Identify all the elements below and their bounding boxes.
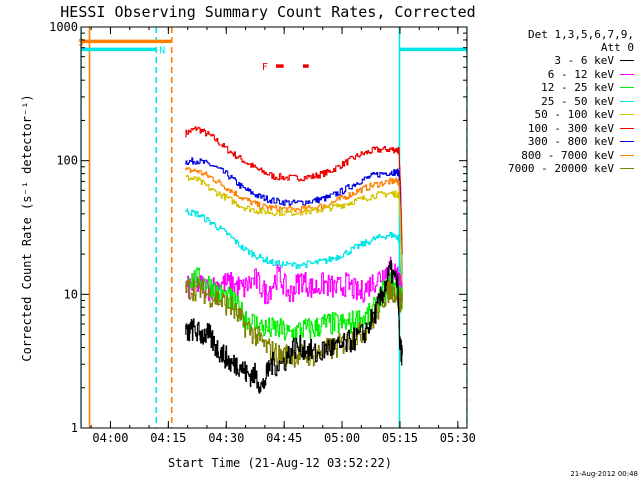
- series-line: [185, 126, 403, 255]
- legend-item: 100 - 300 keV: [464, 122, 634, 136]
- legend-swatch-line: [620, 168, 634, 170]
- x-tick-label: 04:00: [92, 431, 128, 445]
- legend-item-label: 3 - 6 keV: [554, 54, 614, 67]
- x-tick-label: 05:15: [382, 431, 418, 445]
- legend-header-detectors: Det 1,3,5,6,7,9,: [528, 28, 634, 41]
- legend-item-label: 12 - 25 keV: [541, 81, 614, 94]
- series-line: [185, 167, 403, 284]
- series-line: [185, 208, 403, 308]
- y-axis-label: Corrected Count Rate (s⁻¹ detector⁻¹): [20, 94, 34, 361]
- y-tick-label: 1000: [49, 20, 78, 34]
- legend-item: 300 - 800 keV: [464, 135, 634, 149]
- legend-item: 7000 - 20000 keV: [464, 162, 634, 176]
- series-line: [185, 174, 403, 295]
- legend-item: 12 - 25 keV: [464, 81, 634, 95]
- plot-frame: [80, 26, 468, 429]
- legend-item-label: 800 - 7000 keV: [521, 148, 614, 162]
- y-tick-label: 10: [64, 287, 78, 301]
- x-tick-label: 05:30: [440, 431, 476, 445]
- legend-header-attenuator: Att 0: [600, 41, 634, 54]
- legend-item: 3 - 6 keV: [464, 54, 634, 68]
- x-tick-label: 04:15: [150, 431, 186, 445]
- x-axis-label: Start Time (21-Aug-12 03:52:22): [168, 456, 392, 470]
- legend-item-label: 7000 - 20000 keV: [508, 162, 614, 175]
- legend-swatch-line: [620, 60, 634, 62]
- series-line: [185, 256, 403, 305]
- flag-label: F: [262, 62, 268, 73]
- series-line: [185, 260, 403, 394]
- flag-label: N: [159, 45, 165, 56]
- legend-item-label: 6 - 12 keV: [547, 67, 614, 81]
- legend-swatch-line: [620, 127, 634, 129]
- legend-swatch-line: [620, 87, 634, 89]
- series-line: [185, 157, 403, 275]
- legend-item: 25 - 50 keV: [464, 95, 634, 109]
- chart-title: HESSI Observing Summary Count Rates, Cor…: [60, 3, 475, 21]
- legend-item-label: 25 - 50 keV: [541, 94, 614, 108]
- legend-item: 800 - 7000 keV: [464, 149, 634, 163]
- legend: Det 1,3,5,6,7,9, Att 0 3 - 6 keV 6 - 12 …: [464, 28, 634, 176]
- x-tick-label: 05:00: [324, 431, 360, 445]
- legend-swatch-line: [620, 100, 634, 102]
- legend-swatch-line: [620, 154, 634, 156]
- y-tick-label: 100: [56, 154, 78, 168]
- legend-item: 50 - 100 keV: [464, 108, 634, 122]
- legend-item-label: 100 - 300 keV: [527, 121, 614, 135]
- legend-item-label: 300 - 800 keV: [527, 135, 614, 148]
- legend-swatch-line: [620, 141, 634, 143]
- x-tick-label: 04:45: [266, 431, 302, 445]
- y-tick-label: 1: [71, 421, 78, 435]
- legend-item: 6 - 12 keV: [464, 68, 634, 82]
- generation-timestamp: 21-Aug-2012 00:48: [570, 470, 638, 478]
- legend-item-label: 50 - 100 keV: [534, 108, 614, 121]
- x-tick-label: 04:30: [208, 431, 244, 445]
- legend-swatch-line: [620, 73, 634, 75]
- legend-swatch-line: [620, 114, 634, 116]
